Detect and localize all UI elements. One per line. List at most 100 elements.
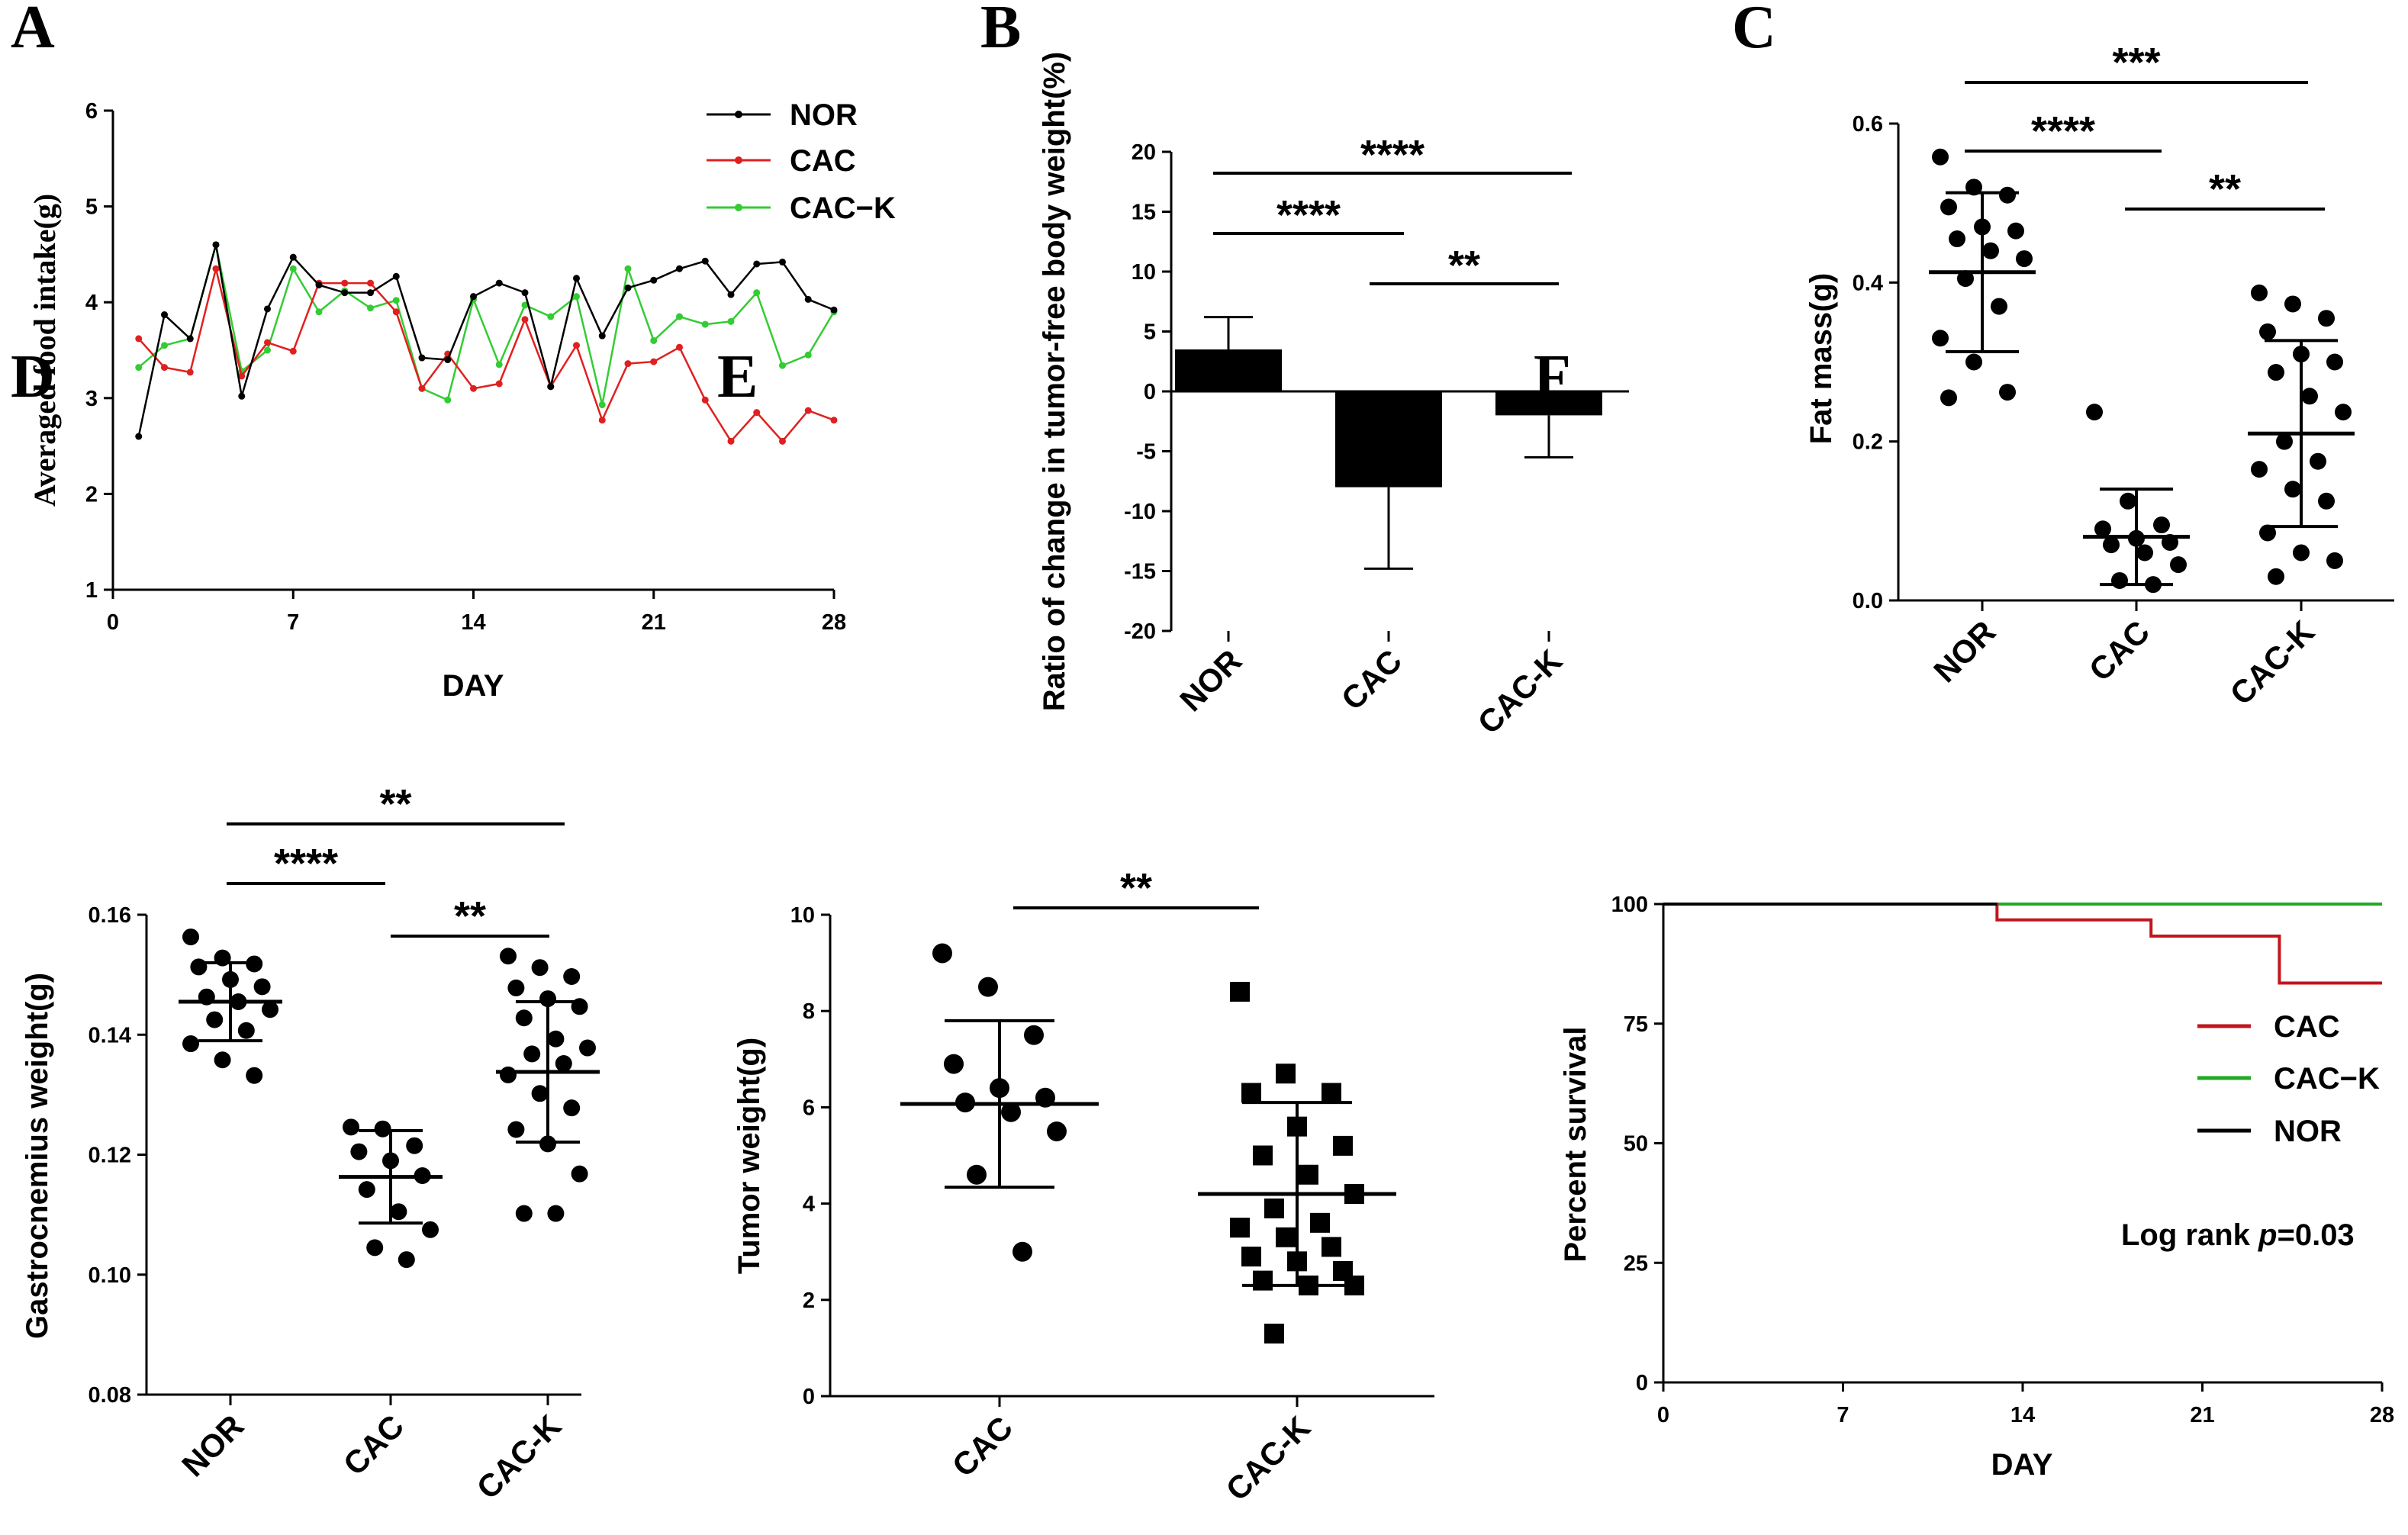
data-point (1982, 242, 1999, 259)
x-tick-label: NOR (1173, 642, 1248, 718)
y-tick-label: 0.4 (1853, 271, 1883, 295)
data-point (2326, 353, 2343, 371)
y-tick-label: -5 (1136, 440, 1156, 465)
y-tick-label: 50 (1624, 1132, 1648, 1157)
significance-label: **** (274, 841, 338, 887)
x-tick-label: CAC (336, 1408, 411, 1482)
data-point (1999, 186, 2016, 204)
data-point (214, 1051, 231, 1069)
data-point (2016, 250, 2033, 268)
data-point (1957, 270, 1974, 288)
y-axis-label: Ratio of change in tumor-free body weigh… (1038, 52, 1071, 711)
data-point (1253, 1145, 1273, 1166)
data-point (1949, 230, 1965, 248)
data-point (341, 279, 349, 287)
data-point (135, 433, 143, 440)
data-point (1999, 384, 2016, 401)
data-point (392, 308, 400, 316)
data-point (547, 1205, 565, 1222)
data-point (521, 289, 529, 297)
data-point (1264, 1198, 1284, 1218)
data-point (500, 1066, 517, 1083)
panel-e-scatter-chart: 0 2 4 6 8 10 CAC CAC-K Tumor weight(g) ** (732, 865, 1434, 1508)
data-point (727, 291, 735, 298)
data-point (495, 361, 503, 368)
y-tick-label: 0.16 (89, 903, 131, 928)
data-point (500, 948, 517, 965)
y-tick-label: 2 (803, 1289, 815, 1313)
x-tick-label: CAC-K (1218, 1409, 1317, 1508)
data-point (206, 1011, 224, 1028)
series-line-NOR (137, 244, 835, 437)
series-line-CAC (137, 268, 835, 443)
data-point (262, 1001, 278, 1019)
data-point (190, 958, 208, 976)
data-point (830, 306, 838, 314)
y-tick-label: 0 (1636, 1371, 1648, 1395)
y-axis-label: Averaged food intake(g) (27, 194, 62, 507)
y-axis-label: Percent survival (1559, 1026, 1592, 1262)
significance-label: *** (2112, 40, 2160, 85)
x-tick-label: 7 (1837, 1403, 1849, 1427)
data-point (238, 372, 246, 380)
data-point (624, 284, 632, 291)
panel-d-scatter-chart: 0.08 0.10 0.12 0.14 0.16 NOR CAC CAC-K Gastrocne… (21, 781, 600, 1506)
data-point (2120, 492, 2136, 510)
x-tick-label: CAC-K (1470, 642, 1569, 741)
data-point (1230, 1218, 1250, 1238)
y-tick-label: 15 (1132, 201, 1156, 225)
data-point (289, 265, 297, 272)
data-point (358, 1181, 375, 1199)
data-point (624, 265, 632, 272)
legend-label: CAC−K (790, 191, 896, 225)
data-point (1322, 1083, 1341, 1103)
data-point (944, 1054, 964, 1074)
y-tick-label: 0.0 (1853, 589, 1883, 613)
data-point (779, 258, 786, 265)
y-tick-label: 0 (1144, 380, 1156, 404)
data-point (1001, 1102, 1021, 1122)
data-point (2007, 222, 2024, 240)
significance-label: **** (1276, 192, 1341, 238)
data-point (135, 335, 143, 343)
annotation-value: =0.03 (2277, 1218, 2354, 1252)
data-point (315, 282, 323, 289)
data-point (547, 1030, 565, 1047)
data-point (398, 1251, 415, 1269)
data-point (186, 368, 194, 376)
data-point (374, 1120, 391, 1138)
data-point (1276, 1064, 1296, 1084)
data-point (2094, 520, 2111, 538)
y-tick-label: 10 (1132, 260, 1156, 285)
data-point (804, 351, 812, 359)
data-point (367, 289, 374, 297)
data-point (1024, 1025, 1044, 1045)
panel-a-line-chart: 1 2 3 4 5 6 0 7 14 21 28 DAY Averaged food intake(g)… (27, 98, 896, 703)
y-tick-label: 5 (85, 195, 98, 220)
data-point (676, 313, 683, 320)
data-point (598, 417, 606, 424)
data-point (366, 1239, 384, 1257)
data-point (515, 1205, 533, 1222)
data-point (579, 1039, 596, 1057)
data-point (515, 1009, 533, 1027)
data-point (507, 979, 525, 996)
data-point (563, 1099, 581, 1117)
data-point (1333, 1135, 1353, 1156)
data-point (341, 289, 349, 297)
data-point (1253, 1270, 1273, 1291)
y-tick-label: 0.08 (89, 1383, 131, 1408)
data-point (1241, 1247, 1261, 1267)
panel-label-C: C (1732, 0, 1776, 61)
data-point (753, 260, 761, 268)
data-point (367, 304, 374, 312)
data-point (727, 437, 735, 445)
y-tick-label: 2 (85, 482, 98, 507)
legend-marker (735, 111, 742, 118)
y-tick-label: 0.10 (89, 1263, 131, 1288)
x-axis-label: DAY (1991, 1448, 2053, 1482)
data-point (2103, 536, 2120, 554)
y-tick-label: 0.2 (1853, 430, 1883, 455)
data-point (253, 978, 271, 996)
